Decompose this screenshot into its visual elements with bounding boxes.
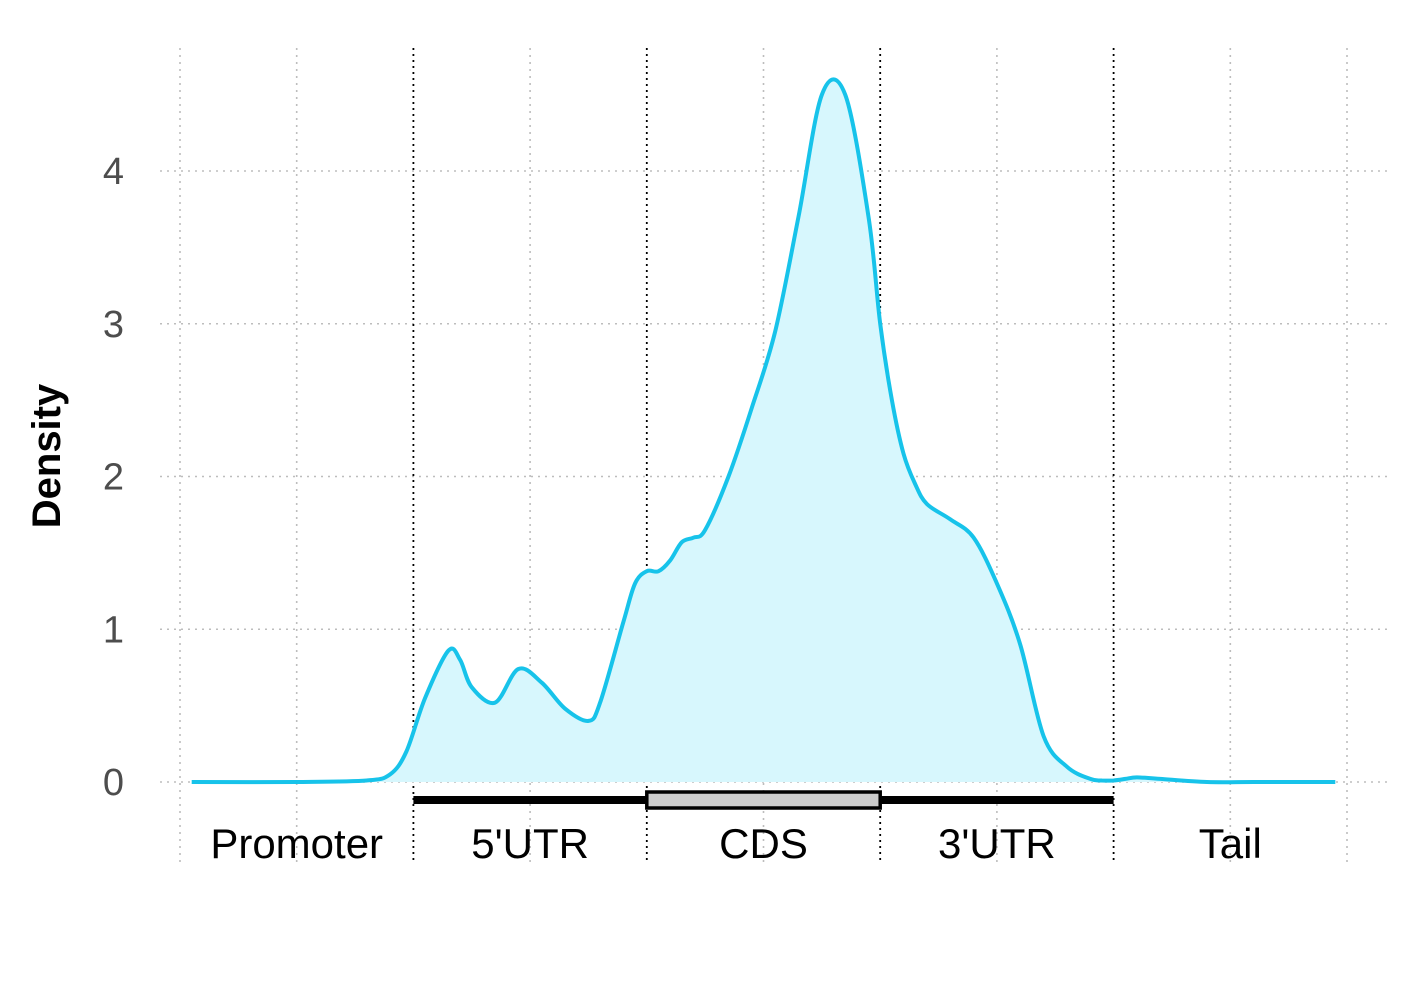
y-tick-label: 1: [103, 609, 124, 651]
y-tick-label: 4: [103, 151, 124, 193]
gene-structure-bar: [413, 790, 1114, 810]
y-axis-label: Density: [25, 383, 69, 528]
y-tick-label: 3: [103, 304, 124, 346]
region-labels: Promoter 5'UTR CDS 3'UTR Tail: [210, 820, 1261, 867]
region-label: 3'UTR: [938, 820, 1056, 867]
region-label: 5'UTR: [471, 820, 589, 867]
y-tick-label: 0: [103, 762, 124, 804]
density-curve: [191, 77, 1336, 785]
density-area: [191, 79, 1336, 783]
y-tick-label: 2: [103, 457, 124, 499]
cds-box: [645, 790, 882, 810]
y-tick-labels: 0 1 2 3 4: [103, 151, 124, 804]
region-label: CDS: [719, 820, 808, 867]
region-label: Promoter: [210, 820, 383, 867]
region-label: Tail: [1199, 820, 1262, 867]
